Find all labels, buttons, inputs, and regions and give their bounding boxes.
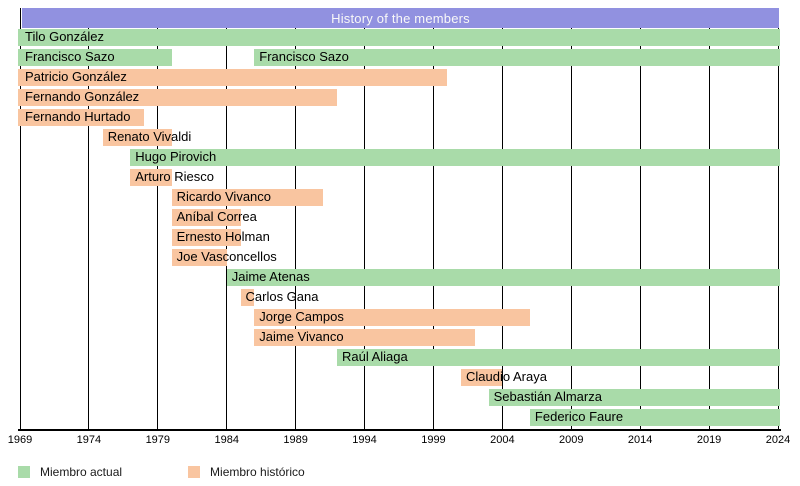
member-label: Jaime Vivanco bbox=[259, 329, 344, 344]
member-label: Federico Faure bbox=[534, 409, 624, 424]
member-label: Raúl Aliaga bbox=[341, 349, 408, 364]
member-bar bbox=[171, 209, 241, 226]
member-bar bbox=[171, 249, 227, 266]
member-label: Arturo Riesco bbox=[135, 169, 214, 184]
member-bar bbox=[171, 229, 241, 246]
member-bar bbox=[171, 189, 324, 206]
legend-label-actual: Miembro actual bbox=[40, 465, 123, 479]
gridline-1969 bbox=[19, 8, 21, 429]
member-label: Claudio Araya bbox=[466, 369, 547, 384]
member-bar bbox=[18, 69, 448, 86]
gridline-1989 bbox=[295, 8, 297, 429]
member-bar bbox=[130, 149, 780, 166]
historic-member-swatch bbox=[188, 466, 201, 478]
member-label: Renato Vivaldi bbox=[107, 129, 192, 144]
gridline-1999 bbox=[432, 8, 434, 429]
legend-entry-actual: Miembro actual bbox=[18, 465, 122, 479]
member-label: Fernando Hurtado bbox=[25, 109, 131, 124]
member-bar bbox=[130, 169, 172, 186]
member-bar bbox=[529, 409, 780, 426]
member-label: Patricio González bbox=[25, 69, 127, 84]
member-bar bbox=[18, 29, 780, 46]
member-bar bbox=[254, 49, 780, 66]
member-bar bbox=[18, 89, 337, 106]
gridline-2019 bbox=[708, 8, 710, 429]
member-label: Ernesto Holman bbox=[176, 229, 270, 244]
member-label: Jorge Campos bbox=[259, 309, 344, 324]
year-tick-label: 2019 bbox=[696, 434, 722, 446]
member-bar bbox=[461, 369, 503, 386]
member-label: Sebastián Almarza bbox=[493, 389, 602, 404]
member-label: Carlos Gana bbox=[245, 289, 319, 304]
year-tick-label: 1989 bbox=[283, 434, 308, 446]
year-tick-label: 2004 bbox=[490, 434, 515, 446]
member-bar bbox=[488, 389, 780, 406]
member-label: Hugo Pirovich bbox=[135, 149, 217, 164]
member-bar bbox=[240, 289, 255, 306]
member-bar bbox=[254, 329, 475, 346]
chart-title: History of the members bbox=[331, 10, 470, 26]
legend-entry-historico: Miembro histórico bbox=[188, 465, 305, 479]
member-bar bbox=[18, 49, 172, 66]
year-tick-label: 2014 bbox=[627, 434, 653, 446]
chart-title-bar: History of the members bbox=[22, 8, 779, 28]
year-tick-label: 1979 bbox=[145, 434, 171, 446]
gridline-2009 bbox=[570, 8, 572, 429]
member-label: Aníbal Correa bbox=[176, 209, 257, 224]
gridline-2024 bbox=[777, 8, 779, 429]
year-tick-label: 1984 bbox=[214, 434, 239, 446]
legend-label-historico: Miembro histórico bbox=[210, 465, 305, 479]
member-label: Francisco Sazo bbox=[259, 49, 349, 64]
member-label: Fernando González bbox=[25, 89, 140, 104]
member-label: Ricardo Vivanco bbox=[176, 189, 272, 204]
member-label: Francisco Sazo bbox=[25, 49, 115, 64]
member-label: Joe Vasconcellos bbox=[176, 249, 277, 264]
gridline-1974 bbox=[88, 8, 90, 429]
year-tick-label: 1974 bbox=[76, 434, 102, 446]
year-tick-label: 2024 bbox=[765, 434, 791, 446]
member-bar bbox=[254, 309, 530, 326]
member-label: Jaime Atenas bbox=[231, 269, 310, 284]
member-bar bbox=[336, 349, 780, 366]
actual-member-swatch bbox=[18, 466, 30, 478]
year-tick-label: 1969 bbox=[7, 434, 33, 446]
member-bar bbox=[18, 109, 145, 126]
gridline-1979 bbox=[157, 8, 159, 429]
year-tick-label: 2009 bbox=[559, 434, 584, 446]
legend: Miembro actual Miembro histórico bbox=[18, 464, 305, 480]
x-axis-line bbox=[18, 429, 781, 431]
year-tick-label: 1994 bbox=[352, 434, 377, 446]
member-bar bbox=[102, 129, 172, 146]
year-tick-label: 1999 bbox=[421, 434, 446, 446]
member-bar bbox=[226, 269, 780, 286]
gridline-1994 bbox=[364, 8, 366, 429]
gridline-2014 bbox=[639, 8, 641, 429]
member-label: Tilo González bbox=[25, 29, 104, 44]
gridline-2004 bbox=[501, 8, 503, 429]
